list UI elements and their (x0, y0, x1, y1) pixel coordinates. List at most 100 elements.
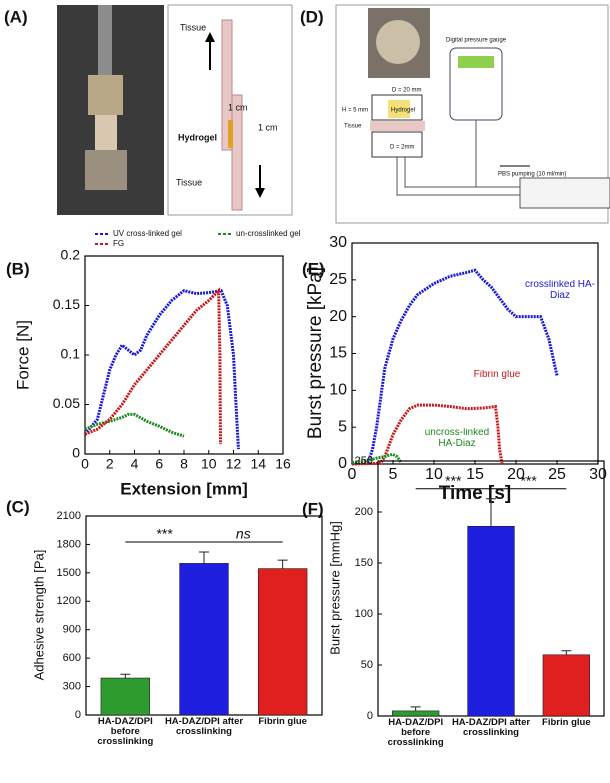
label: PBS pumping (10 ml/min) (498, 172, 566, 178)
y-tick-label: 15 (329, 345, 347, 362)
y-tick-label: 100 (355, 608, 373, 620)
label: H = 5 mm (342, 108, 368, 114)
hydrogel (228, 120, 233, 148)
label: D = 20 mm (392, 88, 422, 94)
annotation: crosslinked HA-Diaz (524, 280, 596, 301)
x-tick-label: 30 (589, 466, 607, 483)
y-tick-label: 250 (355, 455, 373, 467)
x-tick-label: 5 (389, 466, 398, 483)
x-tick-label: 16 (275, 456, 291, 472)
y-tick-label: 0 (72, 445, 80, 461)
x-tick-label: 4 (131, 456, 139, 472)
photo-clamp (98, 5, 112, 75)
panel-label: (B) (6, 259, 30, 278)
x-tick-label: 8 (180, 456, 188, 472)
gauge-screen (458, 56, 494, 68)
label: Digital pressure gauge (446, 38, 507, 44)
label: Hydrogel (391, 108, 415, 114)
y-tick-label: 150 (355, 557, 373, 569)
x-tick-label: HA-DAZ/DPI after crosslinking (164, 717, 244, 737)
x-tick-label-box: HA-DAZ/DPI before crosslinking (387, 718, 444, 748)
arrow-head (255, 188, 265, 198)
chamber (371, 131, 423, 158)
y-tick-label: 5 (338, 418, 347, 435)
y-tick-label: 0.1 (61, 346, 81, 362)
x-tick-label: 10 (425, 466, 443, 483)
label: Tissue (176, 177, 202, 187)
tissue (231, 94, 243, 211)
x-tick-label: 2 (106, 456, 114, 472)
pipe (396, 120, 520, 196)
legend-label: FG (113, 239, 124, 248)
x-tick-label: 6 (155, 456, 163, 472)
error-bar (120, 673, 131, 679)
photo-clamp (85, 150, 127, 190)
data-line (351, 452, 403, 465)
bar (179, 563, 229, 716)
x-tick-label: 0 (348, 466, 357, 483)
panel-label: (C) (6, 497, 30, 516)
bar (392, 710, 440, 717)
data-line (84, 287, 223, 445)
error-bar (561, 650, 572, 655)
y-axis-label: Force [N] (13, 320, 32, 390)
y-tick-label: 50 (361, 659, 373, 671)
y-tick-label: 2100 (57, 510, 81, 522)
y-tick-label: 900 (63, 624, 81, 636)
x-axis-label: Extension [mm] (120, 479, 248, 498)
y-tick-label: 0 (367, 710, 373, 722)
y-tick-label: 1200 (57, 595, 81, 607)
y-tick-label: 0.05 (53, 395, 80, 411)
y-tick-label: 1500 (57, 567, 81, 579)
panel-label: (A) (4, 7, 28, 26)
x-tick-label: 25 (548, 466, 566, 483)
y-tick-label: 200 (355, 506, 373, 518)
charts: 0 0.05 0.1 0.15 0.2 Force [N] 0 2 4 6 8 10 12 14 16 Ext… (13, 229, 607, 748)
arrow-head (205, 32, 215, 42)
y-tick-label: 0.2 (61, 247, 81, 263)
x-tick-label: Fibrin glue (542, 718, 591, 728)
label: 1 cm (228, 102, 248, 112)
bar (257, 568, 308, 716)
tissue (221, 19, 233, 151)
error-bar (277, 559, 288, 569)
photo-clamp (88, 75, 123, 115)
y-tick-label: 1800 (57, 538, 81, 550)
significance-label: ns (236, 526, 251, 542)
label: Tissue (344, 124, 362, 130)
significance-label: *** (520, 472, 537, 488)
x-tick-label: HA-DAZ/DPI before crosslinking (387, 718, 444, 748)
x-tick-label: 15 (466, 466, 484, 483)
error-bar (199, 551, 209, 564)
x-tick-label: 12 (226, 456, 242, 472)
x-tick-label: 20 (507, 466, 525, 483)
y-tick-label: 600 (63, 652, 81, 664)
y-axis-label: Adhesive strength [Pa] (31, 550, 46, 681)
photo-device (376, 20, 420, 64)
y-tick-label: 0 (75, 709, 81, 721)
significance-label: *** (445, 472, 462, 488)
label: Tissue (180, 22, 206, 32)
x-tick-label: Fibrin glue (258, 717, 307, 727)
label: 1 cm (258, 122, 278, 132)
bar (100, 677, 151, 716)
x-tick-label-box: HA-DAZ/DPI after crosslinking (164, 717, 244, 737)
y-tick-label: 20 (329, 308, 347, 325)
x-tick-label: 0 (81, 456, 89, 472)
data-line (351, 268, 559, 466)
panel-label: (D) (300, 7, 324, 26)
y-tick-label: 0.15 (53, 296, 80, 312)
error-bar (410, 706, 421, 711)
significance-label: *** (156, 526, 173, 542)
panel-label: (E) (302, 259, 325, 278)
bar (542, 654, 590, 717)
error-bar (486, 498, 496, 527)
photo-sample (95, 115, 117, 150)
syringe (519, 177, 610, 209)
panel-label: (F) (302, 499, 324, 518)
y-tick-label: 25 (329, 271, 347, 288)
x-tick-label: HA-DAZ/DPI before crosslinking (97, 717, 154, 747)
x-tick-label: HA-DAZ/DPI after crosslinking (451, 718, 531, 738)
data-line (83, 288, 240, 450)
